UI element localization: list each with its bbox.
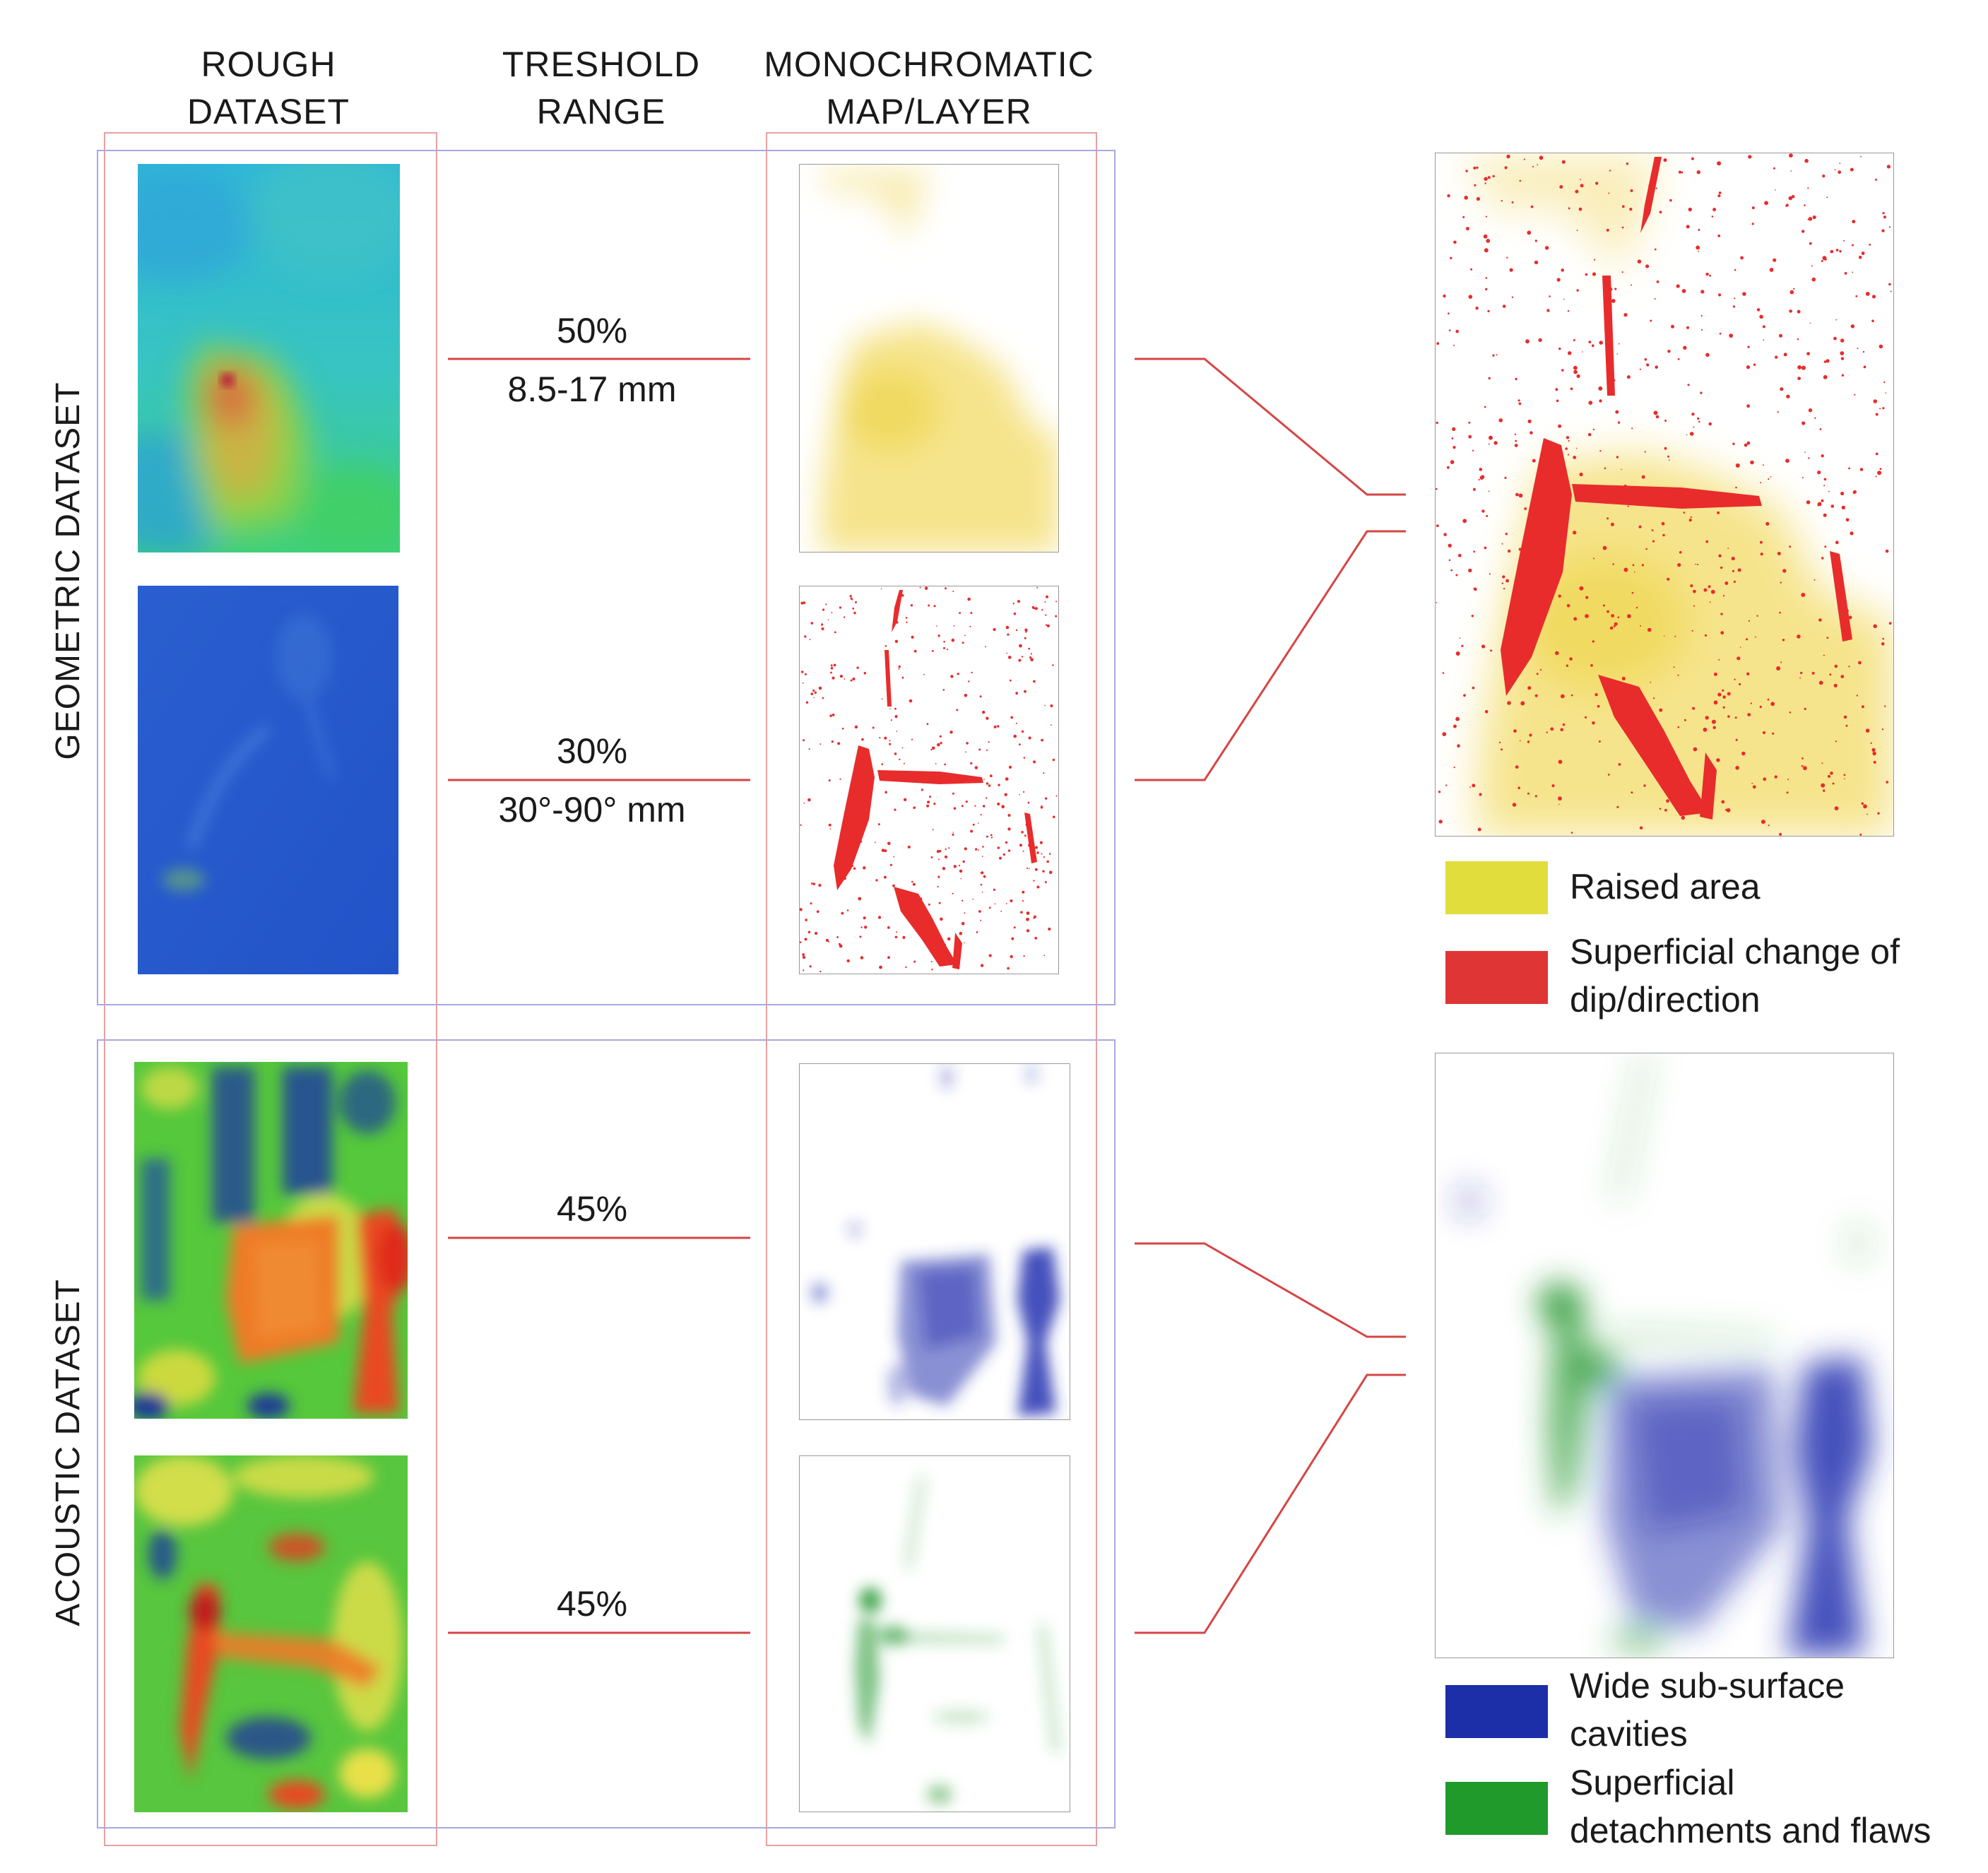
threshold-2-range: 30°-90° mm xyxy=(498,790,685,829)
combined-geometric-map xyxy=(1435,153,1894,837)
mono-raised-area-map xyxy=(799,164,1059,553)
frame-rough-column xyxy=(104,132,437,1846)
legend-label-flaws-line2: detachments and flaws xyxy=(1570,1811,1931,1850)
merge-connector-geometric-2 xyxy=(1135,530,1406,781)
header-rough-line1: ROUGH xyxy=(201,45,336,84)
merge-connector-acoustic-2 xyxy=(1135,1373,1406,1634)
legend-swatch-dip xyxy=(1445,951,1548,1004)
frame-mono-column xyxy=(766,132,1097,1846)
frame-acoustic-row xyxy=(97,1039,1116,1828)
rough-acoustic-map-2 xyxy=(134,1455,408,1812)
merge-connectors xyxy=(1135,358,1406,1634)
legend-label-dip-line2: dip/direction xyxy=(1570,980,1761,1020)
frame-geometric-row xyxy=(97,150,1116,1005)
mono-flaws-map xyxy=(799,1455,1070,1812)
legend-label-cavities-line1: Wide sub-surface xyxy=(1570,1666,1845,1706)
threshold-4-percent: 45% xyxy=(557,1584,627,1624)
rough-slope-map xyxy=(138,586,398,974)
frame-lines xyxy=(97,132,1116,1846)
combined-acoustic-map xyxy=(1435,1053,1894,1658)
header-threshold-line1: TRESHOLD xyxy=(502,45,700,84)
mono-cavities-map xyxy=(799,1063,1070,1420)
legend-swatch-raised xyxy=(1445,861,1548,914)
legend-label-flaws-line1: Superficial xyxy=(1570,1763,1734,1802)
header-mono-line2: MAP/LAYER xyxy=(826,92,1032,131)
threshold-lines xyxy=(448,358,750,1634)
header-rough-line2: DATASET xyxy=(187,92,350,131)
rough-height-map xyxy=(138,164,400,553)
legend-swatch-cavities xyxy=(1445,1685,1548,1738)
row-label-geometric: GEOMETRIC DATASET xyxy=(49,382,87,760)
header-threshold-line2: RANGE xyxy=(537,92,666,131)
threshold-1-range: 8.5-17 mm xyxy=(508,370,677,409)
threshold-3-percent: 45% xyxy=(557,1189,627,1229)
legend-label-cavities-line2: cavities xyxy=(1570,1714,1688,1754)
legend-label-raised: Raised area xyxy=(1570,867,1761,906)
merge-connector-geometric-1 xyxy=(1135,358,1406,496)
threshold-2-percent: 30% xyxy=(557,731,627,771)
mono-dip-direction-map xyxy=(799,586,1059,974)
threshold-1-percent: 50% xyxy=(557,311,627,350)
header-mono-line1: MONOCHROMATIC xyxy=(764,45,1094,84)
rough-acoustic-map-1 xyxy=(134,1062,408,1419)
merge-connector-acoustic-1 xyxy=(1135,1242,1406,1338)
row-label-acoustic: ACOUSTIC DATASET xyxy=(49,1279,87,1626)
legend-label-dip-line1: Superficial change of xyxy=(1570,932,1900,971)
legend-swatch-flaws xyxy=(1445,1782,1548,1835)
